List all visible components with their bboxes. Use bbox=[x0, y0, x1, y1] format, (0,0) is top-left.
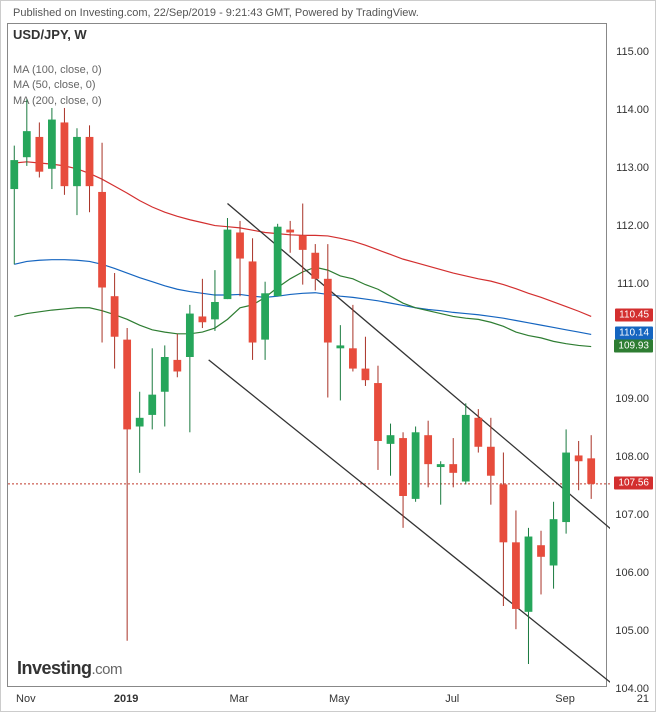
y-tick: 109.00 bbox=[615, 393, 649, 405]
y-tick: 111.00 bbox=[617, 278, 649, 290]
chart-svg bbox=[8, 24, 610, 690]
watermark-suffix: .com bbox=[92, 661, 123, 678]
y-tick: 115.00 bbox=[616, 46, 649, 58]
price-tag: 110.45 bbox=[615, 309, 653, 322]
y-tick: 107.00 bbox=[615, 509, 649, 521]
chart-container: Published on Investing.com, 22/Sep/2019 … bbox=[0, 0, 656, 712]
watermark: Investing.com bbox=[17, 658, 122, 679]
price-tag: 107.56 bbox=[614, 476, 653, 489]
x-tick: May bbox=[329, 693, 350, 705]
plot-area[interactable] bbox=[7, 23, 607, 687]
price-tag: 109.93 bbox=[614, 339, 653, 352]
price-tag: 110.14 bbox=[615, 327, 653, 340]
watermark-main: Investing bbox=[17, 658, 92, 678]
x-tick: Jul bbox=[445, 693, 459, 705]
y-tick: 114.00 bbox=[616, 104, 649, 116]
x-tick: Mar bbox=[230, 693, 249, 705]
y-tick: 113.00 bbox=[616, 162, 649, 174]
y-tick: 112.00 bbox=[616, 220, 649, 232]
y-tick: 108.00 bbox=[615, 451, 649, 463]
x-tick: Nov bbox=[16, 693, 36, 705]
publish-info: Published on Investing.com, 22/Sep/2019 … bbox=[13, 7, 419, 19]
x-right-label: 21 bbox=[637, 693, 649, 705]
y-tick: 105.00 bbox=[615, 625, 649, 637]
y-axis: 104.00105.00106.00107.00108.00109.00110.… bbox=[607, 23, 655, 687]
x-tick: 2019 bbox=[114, 693, 138, 705]
x-axis: Nov 2019 Mar May Jul Sep bbox=[7, 687, 607, 711]
y-tick: 106.00 bbox=[615, 567, 649, 579]
x-tick: Sep bbox=[555, 693, 575, 705]
